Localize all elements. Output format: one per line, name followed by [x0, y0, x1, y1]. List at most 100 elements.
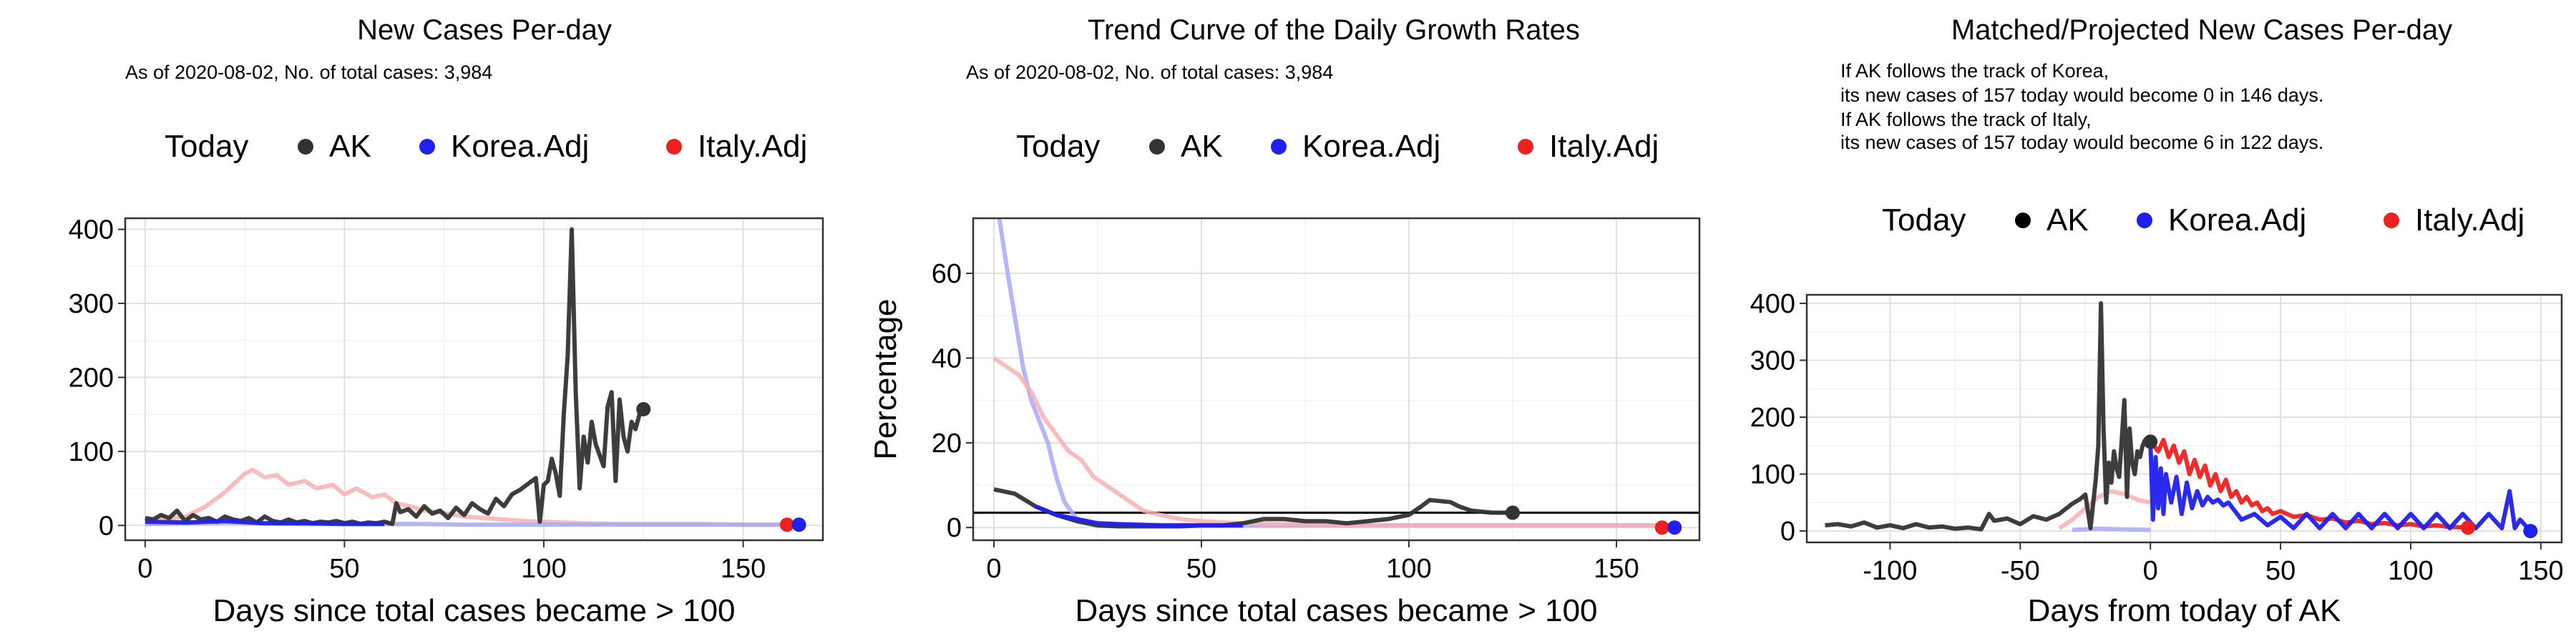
legend-label: Italy.Adj: [698, 129, 807, 164]
legend-label: AK: [329, 129, 371, 164]
chart-title: New Cases Per-day: [357, 14, 612, 46]
today-point-korea-adj: [791, 517, 806, 532]
x-tick-label: 0: [2143, 556, 2158, 586]
chart-title: Matched/Projected New Cases Per-day: [1951, 14, 2452, 46]
legend-title: Today: [1016, 129, 1100, 164]
axis-ticks: 0 50 100 150 0 20 40 60: [932, 259, 1639, 584]
x-tick-label: 100: [2388, 556, 2433, 586]
legend-marker-korea-adj: [419, 139, 435, 155]
legend-label: Italy.Adj: [1549, 129, 1659, 164]
series-line-italy-adj: [145, 467, 784, 527]
legend-label: AK: [1181, 129, 1223, 164]
y-tick-label: 400: [1750, 289, 1795, 319]
legend-label: Korea.Adj: [2168, 203, 2306, 238]
legend-marker-italy-adj: [1518, 139, 1533, 155]
series-line-korea-adj: [1034, 504, 1243, 528]
x-axis-label: Days since total cases became > 100: [213, 593, 735, 628]
legend-marker-ak: [1149, 139, 1165, 155]
y-axis-label: Percentage: [868, 298, 903, 459]
panel-border: [972, 217, 1701, 542]
legend-marker-italy-adj: [666, 139, 682, 155]
legend: Today AK Korea.Adj Italy.Adj: [1882, 203, 2524, 238]
x-tick-label: 150: [1594, 554, 1639, 584]
today-point-korea-adj: [1667, 520, 1682, 535]
x-tick-label: 150: [2518, 556, 2563, 586]
today-point-italy-adj: [1654, 520, 1669, 535]
x-tick-label: 100: [1386, 554, 1431, 584]
series-line-ak: [1825, 301, 2152, 532]
legend-title: Today: [165, 129, 248, 164]
x-tick-label: 0: [137, 554, 152, 584]
series-line-italy-adj: [2148, 437, 2469, 530]
y-tick-label: 0: [1780, 517, 1795, 547]
chart-subtitle: As of 2020-08-02, No. of total cases: 3,…: [966, 62, 1333, 83]
y-tick-label: 100: [69, 437, 114, 467]
y-tick-label: 0: [99, 511, 114, 541]
today-point-italy-adj: [779, 517, 794, 532]
chart-panel-1: New Cases Per-day As of 2020-08-02, No. o…: [69, 14, 824, 628]
legend-marker-italy-adj: [2384, 213, 2399, 228]
x-tick-label: -100: [1863, 556, 1917, 586]
legend-marker-ak: [298, 139, 313, 155]
legend-label: AK: [2046, 203, 2089, 238]
series-line-korea-adj: [145, 519, 385, 527]
legend-marker-ak: [2015, 213, 2031, 228]
series-line-ak: [145, 227, 645, 527]
axis-ticks: 0 50 100 150 0 100 200 300 400: [69, 215, 766, 584]
x-tick-label: 50: [329, 554, 359, 584]
legend-label: Italy.Adj: [2415, 203, 2524, 238]
chart-subtitle: If AK follows the track of Italy,: [1840, 109, 2092, 130]
today-point-ak: [2143, 434, 2158, 449]
legend-title: Today: [1882, 203, 1966, 238]
x-tick-label: 50: [2265, 556, 2296, 586]
x-axis-label: Days from today of AK: [2028, 593, 2341, 628]
y-tick-label: 400: [69, 215, 114, 245]
today-point-ak: [1506, 505, 1520, 520]
x-tick-label: 100: [521, 554, 566, 584]
plot-series: [145, 227, 806, 532]
y-tick-label: 60: [932, 259, 962, 289]
chart-panel-3: Matched/Projected New Cases Per-day If AK…: [1750, 14, 2564, 628]
y-tick-label: 0: [947, 513, 962, 543]
x-tick-label: -50: [2001, 556, 2040, 586]
y-tick-label: 200: [1750, 403, 1795, 433]
chart-panel-2: Trend Curve of the Daily Growth Rates As …: [868, 14, 1701, 628]
today-point-italy-adj: [2461, 520, 2476, 535]
x-axis-label: Days since total cases became > 100: [1075, 593, 1597, 628]
series-line-korea-adj: [2148, 441, 2532, 533]
chart-subtitle: its new cases of 157 today would become …: [1840, 132, 2323, 153]
legend-marker-korea-adj: [1271, 139, 1287, 155]
plot-series: [973, 218, 1699, 535]
legend-label: Korea.Adj: [1302, 129, 1440, 164]
gridlines: [125, 218, 823, 540]
x-tick-label: 0: [986, 554, 1001, 584]
x-tick-label: 150: [721, 554, 766, 584]
series-line-italy-adj: [992, 356, 1658, 528]
panel-border: [1805, 293, 2563, 544]
x-tick-label: 50: [1186, 554, 1216, 584]
legend-marker-korea-adj: [2137, 213, 2152, 228]
legend: Today AK Korea.Adj Italy.Adj: [1016, 129, 1659, 164]
chart-subtitle: If AK follows the track of Korea,: [1840, 60, 2109, 82]
series-line-korea-adj: [2072, 526, 2151, 532]
today-point-korea-adj: [2523, 524, 2538, 539]
today-point-ak: [636, 401, 651, 416]
y-tick-label: 20: [932, 429, 962, 459]
panel-border: [124, 217, 824, 542]
y-tick-label: 300: [1750, 346, 1795, 376]
legend: Today AK Korea.Adj Italy.Adj: [165, 129, 807, 164]
plot-series: [1825, 301, 2538, 539]
y-tick-label: 100: [1750, 460, 1795, 490]
y-tick-label: 300: [69, 289, 114, 319]
legend-label: Korea.Adj: [451, 129, 589, 164]
chart-subtitle: As of 2020-08-02, No. of total cases: 3,…: [125, 62, 492, 83]
y-tick-label: 40: [932, 343, 962, 374]
y-tick-label: 200: [69, 363, 114, 393]
chart-subtitle: its new cases of 157 today would become …: [1840, 84, 2323, 106]
plot-area: [125, 218, 823, 540]
chart-title: Trend Curve of the Daily Growth Rates: [1088, 14, 1580, 46]
plot-area: [973, 218, 1699, 540]
axis-ticks: -100 -50 0 50 100 150 0 100 200 300 400: [1750, 289, 2564, 586]
